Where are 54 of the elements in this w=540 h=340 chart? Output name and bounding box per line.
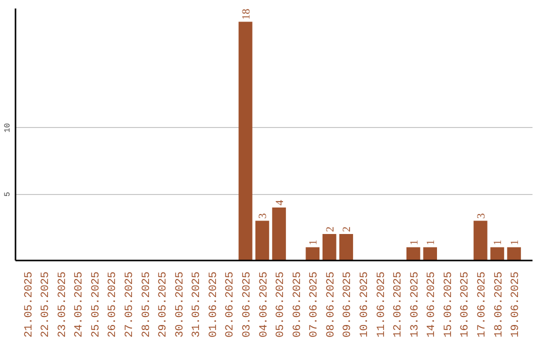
data-label: 1 xyxy=(308,240,320,246)
x-tick-label: 06.06.2025 xyxy=(292,271,304,338)
bar xyxy=(238,22,252,260)
x-tick-label: 18.06.2025 xyxy=(493,271,506,338)
data-label: 1 xyxy=(509,240,522,246)
x-tick-label: 17.06.2025 xyxy=(476,271,488,338)
bar xyxy=(306,247,320,260)
x-tick-label: 01.06.2025 xyxy=(208,271,220,338)
x-tick-label: 31.05.2025 xyxy=(191,271,204,338)
bar xyxy=(406,247,420,260)
x-tick-label: 21.05.2025 xyxy=(23,271,36,338)
x-tick-label: 04.06.2025 xyxy=(258,271,270,338)
x-tick-label: 28.05.2025 xyxy=(140,271,153,338)
bar xyxy=(255,220,270,260)
x-tick-label: 11.06.2025 xyxy=(376,271,388,338)
x-tick-label: 08.06.2025 xyxy=(325,271,338,338)
bar xyxy=(339,234,354,260)
x-tick-label: 07.06.2025 xyxy=(308,271,321,338)
data-label: 4 xyxy=(274,199,286,206)
bar xyxy=(474,220,488,260)
data-label: 18 xyxy=(240,8,252,20)
x-tick-label: 30.05.2025 xyxy=(174,271,186,338)
x-tick-label: 05.06.2025 xyxy=(275,271,288,338)
x-tick-label: 15.06.2025 xyxy=(442,271,455,338)
x-tick-label: 02.06.2025 xyxy=(224,271,237,338)
x-tick-label: 14.06.2025 xyxy=(426,271,438,338)
x-tick-label: 12.06.2025 xyxy=(392,271,405,338)
data-label: 1 xyxy=(408,240,420,246)
bar xyxy=(322,234,336,260)
x-tick-label: 19.06.2025 xyxy=(510,271,522,338)
bar xyxy=(272,207,286,260)
x-tick-label: 23.05.2025 xyxy=(56,271,69,338)
x-tick-label: 03.06.2025 xyxy=(241,271,254,338)
data-label: 1 xyxy=(492,240,504,246)
data-label: 2 xyxy=(324,226,336,232)
x-tick-label: 25.05.2025 xyxy=(90,271,102,338)
x-tick-label: 26.05.2025 xyxy=(107,271,120,338)
bar xyxy=(507,247,521,260)
data-label: 2 xyxy=(341,226,354,232)
x-tick-label: 29.05.2025 xyxy=(158,271,170,338)
y-tick-label: 10 xyxy=(4,122,12,133)
data-label: 3 xyxy=(475,212,488,219)
x-tick-label: 24.05.2025 xyxy=(74,271,86,338)
x-tick-label: 22.05.2025 xyxy=(40,271,52,338)
data-label: 3 xyxy=(257,212,270,219)
x-tick-label: 27.05.2025 xyxy=(124,271,136,338)
x-tick-label: 09.06.2025 xyxy=(342,271,354,338)
bar xyxy=(423,247,437,260)
y-tick-label: 5 xyxy=(4,192,12,197)
x-tick-label: 16.06.2025 xyxy=(460,271,472,338)
x-tick-label: 13.06.2025 xyxy=(409,271,422,338)
data-label: 1 xyxy=(425,240,438,246)
x-tick-label: 10.06.2025 xyxy=(358,271,371,338)
bar xyxy=(490,247,504,260)
